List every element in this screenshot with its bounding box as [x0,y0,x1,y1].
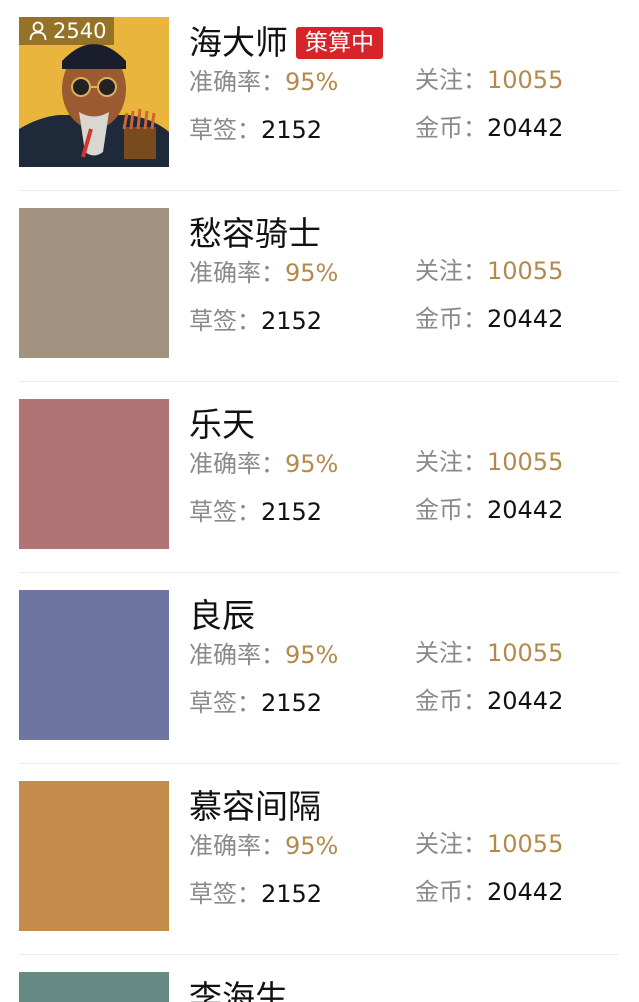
old-sage-portrait-icon [19,17,169,167]
master-name-text: 慕容间隔 [189,787,321,826]
straws-label: 草签： [189,880,261,908]
coins-stat: 金币：20442 [415,304,563,334]
accuracy-stat: 准确率：95% [189,640,338,670]
master-list-item[interactable]: 慕容间隔 准确率：95% 关注：10055 草签：2152 金币：20442 [19,764,619,955]
master-name-text: 乐天 [189,405,255,444]
avatar[interactable] [19,208,169,358]
coins-value: 20442 [487,687,564,715]
straws-label: 草签： [189,307,261,335]
accuracy-label: 准确率： [189,450,285,478]
follow-label: 关注： [415,448,487,476]
accuracy-stat: 准确率：95% [189,67,338,97]
master-name-text: 愁容骑士 [189,214,321,253]
accuracy-stat: 准确率：95% [189,831,338,861]
accuracy-value: 95% [285,641,339,669]
avatar[interactable] [19,399,169,549]
straws-stat: 草签：2152 [189,115,322,145]
follow-stat: 关注：10055 [415,256,563,286]
coins-label: 金币： [415,496,487,524]
follow-value: 10055 [487,66,564,94]
straws-value: 2152 [261,116,323,144]
master-list-item[interactable]: 李海生 [19,955,619,1002]
straws-value: 2152 [261,307,323,335]
follow-stat: 关注：10055 [415,638,563,668]
master-name-text: 李海生 [189,978,288,1002]
follow-value: 10055 [487,257,564,285]
user-icon [29,21,47,41]
avatar[interactable]: 2540 [19,17,169,167]
follow-label: 关注： [415,66,487,94]
follow-label: 关注： [415,830,487,858]
avatar[interactable] [19,590,169,740]
avatar[interactable] [19,972,169,1002]
accuracy-value: 95% [285,259,339,287]
master-name-text: 海大师 [189,23,288,62]
master-name-text: 良辰 [189,596,255,635]
follow-value: 10055 [487,830,564,858]
followers-count: 2540 [53,19,107,43]
master-name: 慕容间隔 [189,786,321,828]
straws-stat: 草签：2152 [189,879,322,909]
accuracy-label: 准确率： [189,68,285,96]
accuracy-stat: 准确率：95% [189,449,338,479]
follow-stat: 关注：10055 [415,65,563,95]
straws-label: 草签： [189,116,261,144]
coins-stat: 金币：20442 [415,877,563,907]
status-badge: 策算中 [296,27,383,59]
follow-value: 10055 [487,448,564,476]
straws-value: 2152 [261,498,323,526]
straws-stat: 草签：2152 [189,497,322,527]
master-name: 海大师 策算中 [189,22,383,64]
straws-label: 草签： [189,689,261,717]
master-list-item[interactable]: 良辰 准确率：95% 关注：10055 草签：2152 金币：20442 [19,573,619,764]
followers-badge: 2540 [19,17,115,45]
master-list-item[interactable]: 2540 海大师 策算中 准确率：95% 关注：10055 草签：2152 金币… [19,0,619,191]
coins-value: 20442 [487,114,564,142]
straws-value: 2152 [261,689,323,717]
avatar[interactable] [19,781,169,931]
coins-stat: 金币：20442 [415,113,563,143]
follow-stat: 关注：10055 [415,829,563,859]
accuracy-value: 95% [285,832,339,860]
master-list-item[interactable]: 乐天 准确率：95% 关注：10055 草签：2152 金币：20442 [19,382,619,573]
straws-label: 草签： [189,498,261,526]
master-name: 良辰 [189,595,255,637]
coins-label: 金币： [415,305,487,333]
coins-label: 金币： [415,687,487,715]
coins-value: 20442 [487,496,564,524]
follow-stat: 关注：10055 [415,447,563,477]
straws-stat: 草签：2152 [189,688,322,718]
coins-label: 金币： [415,878,487,906]
master-name: 李海生 [189,977,288,1002]
follow-label: 关注： [415,639,487,667]
follow-label: 关注： [415,257,487,285]
coins-label: 金币： [415,114,487,142]
coins-stat: 金币：20442 [415,495,563,525]
accuracy-stat: 准确率：95% [189,258,338,288]
accuracy-label: 准确率： [189,641,285,669]
coins-stat: 金币：20442 [415,686,563,716]
straws-value: 2152 [261,880,323,908]
accuracy-value: 95% [285,68,339,96]
coins-value: 20442 [487,878,564,906]
accuracy-label: 准确率： [189,259,285,287]
straws-stat: 草签：2152 [189,306,322,336]
accuracy-label: 准确率： [189,832,285,860]
master-list-item[interactable]: 愁容骑士 准确率：95% 关注：10055 草签：2152 金币：20442 [19,191,619,382]
follow-value: 10055 [487,639,564,667]
coins-value: 20442 [487,305,564,333]
master-name: 乐天 [189,404,255,446]
accuracy-value: 95% [285,450,339,478]
master-name: 愁容骑士 [189,213,321,255]
